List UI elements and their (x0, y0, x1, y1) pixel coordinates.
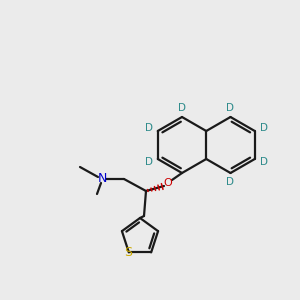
Text: D: D (226, 103, 235, 113)
Text: D: D (226, 177, 235, 187)
Text: D: D (178, 103, 186, 113)
Text: N: N (97, 172, 107, 185)
Text: D: D (145, 157, 153, 167)
Text: D: D (145, 123, 153, 133)
Text: D: D (260, 123, 268, 133)
Text: O: O (164, 178, 172, 188)
Text: D: D (260, 157, 268, 167)
Text: S: S (124, 246, 132, 259)
